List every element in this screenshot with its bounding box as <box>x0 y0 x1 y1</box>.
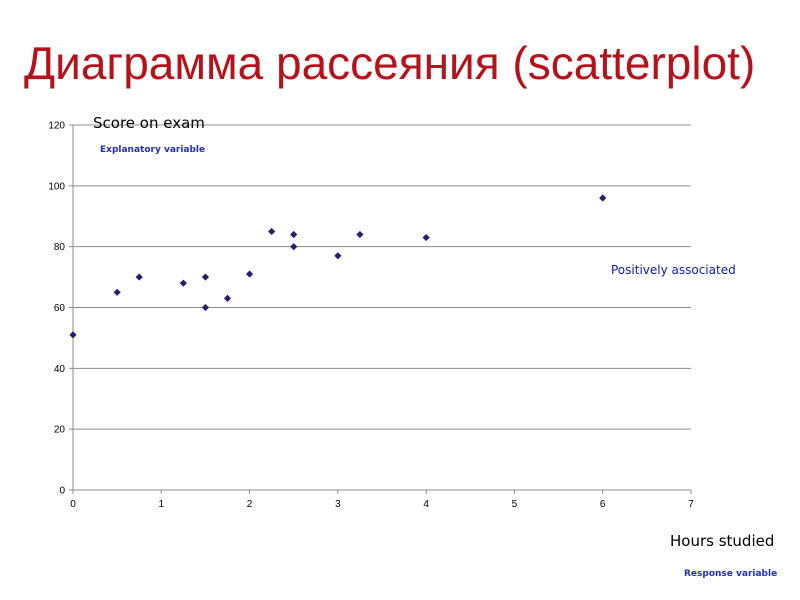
data-points <box>69 194 607 339</box>
x-tick-label: 7 <box>688 499 694 510</box>
x-tick-label: 1 <box>159 499 165 510</box>
data-point <box>290 230 298 239</box>
gridlines <box>73 124 691 430</box>
slide-title: Диаграмма рассеяния (scatterplot) <box>24 37 756 89</box>
data-point <box>290 243 298 251</box>
axes <box>69 124 692 494</box>
data-point <box>179 279 187 287</box>
explanatory-variable-note: Explanatory variable <box>100 145 206 155</box>
data-point <box>201 303 210 312</box>
data-point <box>334 252 342 260</box>
y-tick-label: 100 <box>48 181 65 192</box>
data-point <box>69 331 77 339</box>
y-tick-label: 20 <box>54 425 66 436</box>
x-tick-label: 0 <box>70 499 76 510</box>
x-tick-label: 6 <box>600 499 606 510</box>
x-tick-label: 5 <box>512 499 518 510</box>
data-point <box>422 233 430 242</box>
y-tick-label: 80 <box>54 242 66 253</box>
y-tick-label: 60 <box>54 303 66 314</box>
data-point <box>245 270 254 278</box>
tick-labels: 0 20 40 60 80 100 120 0 1 2 3 4 5 6 7 <box>48 121 694 511</box>
y-tick-label: 120 <box>48 121 65 132</box>
data-point <box>599 194 607 202</box>
y-axis-label: Score on exam <box>93 114 205 132</box>
y-tick-label: 40 <box>54 364 66 375</box>
association-note: Positively associated <box>611 263 736 277</box>
data-point <box>356 230 364 239</box>
data-point <box>268 227 276 236</box>
x-tick-label: 4 <box>423 499 429 510</box>
x-tick-label: 3 <box>335 499 341 510</box>
x-tick-label: 2 <box>247 499 253 510</box>
data-point <box>223 294 232 302</box>
data-point <box>135 273 143 281</box>
data-point <box>201 273 210 281</box>
response-variable-note: Response variable <box>684 569 778 579</box>
data-point <box>113 288 121 296</box>
x-axis-label: Hours studied <box>670 532 775 550</box>
y-tick-label: 0 <box>59 486 65 497</box>
